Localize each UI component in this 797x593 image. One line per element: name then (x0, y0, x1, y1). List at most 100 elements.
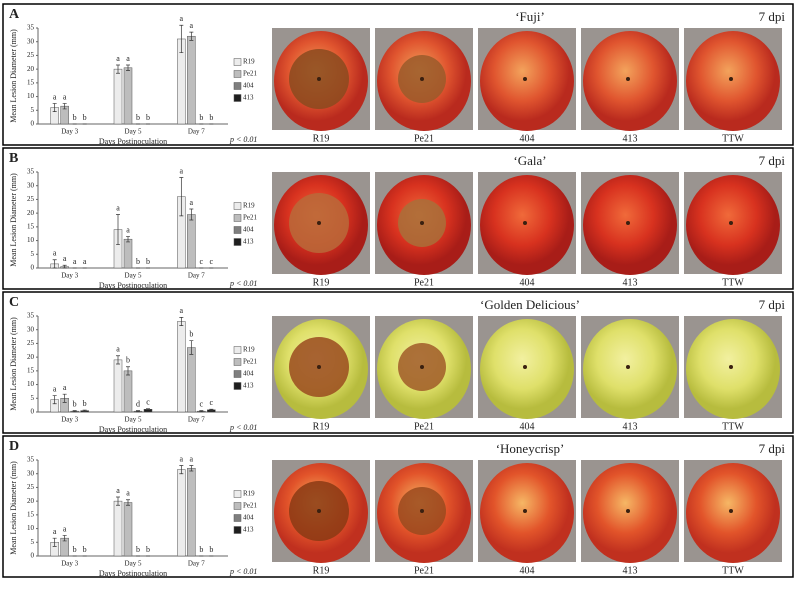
legend-swatch (233, 70, 242, 78)
cultivar-title: ‘Golden Delicious’ (480, 297, 580, 312)
significance-letter: a (116, 203, 120, 212)
y-tick-label: 35 (27, 312, 35, 320)
panel-letter: D (9, 439, 19, 454)
significance-letter: b (146, 257, 150, 266)
legend-swatch (233, 514, 242, 522)
error-bar (146, 408, 150, 411)
photo-label: 404 (520, 277, 535, 288)
x-tick-label: Day 7 (188, 128, 205, 136)
y-axis-label: Mean Lesion Diameter (mm) (9, 461, 18, 555)
y-tick-label: 5 (31, 250, 35, 258)
significance-letter: b (189, 330, 193, 339)
y-tick-label: 25 (27, 339, 35, 347)
dpi-label: 7 dpi (759, 9, 786, 24)
dpi-label: 7 dpi (759, 153, 786, 168)
legend-label: Pe21 (243, 502, 258, 510)
y-tick-label: 10 (27, 524, 35, 532)
y-tick-label: 15 (27, 78, 35, 86)
y-tick-label: 5 (31, 106, 35, 114)
legend-label: Pe21 (243, 214, 258, 222)
legend-swatch (233, 358, 242, 366)
wound (317, 509, 321, 513)
legend-label: Pe21 (243, 358, 258, 366)
significance-letter: a (180, 306, 184, 315)
significance-letter: a (83, 257, 87, 266)
apple (583, 319, 677, 419)
legend-label: 413 (243, 238, 254, 246)
error-bar (189, 465, 194, 472)
significance-letter: a (180, 454, 184, 463)
bar (123, 238, 133, 269)
significance-letter: c (210, 257, 214, 266)
wound (523, 77, 527, 81)
error-bar (52, 103, 57, 113)
error-bar (189, 340, 194, 355)
x-tick-label: Day 5 (125, 272, 142, 280)
significance-letter: b (199, 113, 203, 122)
significance-letter: c (210, 398, 214, 407)
x-tick-label: Day 3 (61, 128, 78, 136)
photo-label: 404 (520, 565, 535, 576)
legend-swatch (233, 382, 242, 390)
bar (187, 467, 196, 557)
wound (523, 221, 527, 225)
apple (480, 175, 574, 275)
wound (729, 509, 733, 513)
photo-label: R19 (313, 565, 330, 576)
significance-letter: c (200, 399, 204, 408)
legend-label: R19 (243, 490, 255, 498)
photo-label: 413 (623, 565, 638, 576)
bar (177, 321, 186, 413)
significance-letter: b (136, 545, 140, 554)
panel-border (2, 435, 794, 578)
error-bar (62, 103, 67, 110)
error-bar (116, 214, 120, 246)
y-tick-label: 35 (27, 24, 35, 32)
photo-label: Pe21 (414, 133, 434, 144)
apple (686, 319, 780, 419)
apple (583, 463, 677, 563)
wound (317, 365, 321, 369)
error-bar (209, 408, 214, 411)
wound (626, 221, 630, 225)
x-tick-label: Day 5 (125, 560, 142, 568)
y-tick-label: 5 (31, 538, 35, 546)
significance-letter: a (180, 166, 184, 175)
wound (420, 77, 424, 81)
error-bar (126, 236, 130, 243)
photo-label: 413 (623, 421, 638, 432)
legend-swatch (233, 490, 242, 498)
y-tick-label: 35 (27, 168, 35, 176)
photo-label: TTW (722, 277, 744, 288)
error-bar (136, 410, 140, 413)
error-bar (126, 366, 130, 376)
significance-letter: a (63, 254, 67, 263)
error-bar (199, 410, 204, 413)
panel-border (2, 3, 794, 146)
significance-letter: a (53, 384, 57, 393)
significance-letter: a (73, 257, 77, 266)
legend-label: R19 (243, 346, 255, 354)
x-tick-label: Day 3 (61, 272, 78, 280)
significance-letter: b (126, 356, 130, 365)
significance-letter: b (83, 399, 87, 408)
wound (729, 221, 733, 225)
legend-label: 413 (243, 526, 254, 534)
legend-swatch (233, 202, 242, 210)
apple (686, 31, 780, 131)
x-axis-label: Days Postinoculation (99, 569, 167, 578)
bar (113, 500, 123, 557)
y-tick-label: 30 (27, 325, 35, 333)
error-bar (72, 410, 77, 413)
bar (123, 370, 133, 413)
error-bar (52, 259, 57, 269)
wound (729, 77, 733, 81)
legend-swatch (233, 226, 242, 234)
wound (420, 365, 424, 369)
panel-letter: A (9, 7, 20, 22)
error-bar (62, 264, 67, 269)
x-axis-label: Days Postinoculation (99, 137, 167, 146)
wound (317, 77, 321, 81)
x-tick-label: Day 5 (125, 128, 142, 136)
